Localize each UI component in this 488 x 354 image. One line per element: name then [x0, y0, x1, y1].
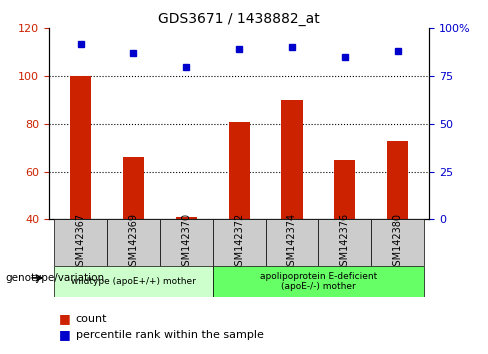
FancyBboxPatch shape — [54, 219, 107, 266]
Text: GSM142376: GSM142376 — [340, 213, 350, 272]
Bar — [70, 76, 91, 219]
Bar — [176, 217, 197, 219]
Text: wildtype (apoE+/+) mother: wildtype (apoE+/+) mother — [71, 277, 196, 286]
Bar — [387, 141, 408, 219]
Text: ■: ■ — [59, 312, 70, 325]
FancyBboxPatch shape — [265, 219, 319, 266]
FancyBboxPatch shape — [371, 219, 424, 266]
Text: GSM142380: GSM142380 — [393, 213, 403, 272]
Title: GDS3671 / 1438882_at: GDS3671 / 1438882_at — [158, 12, 320, 26]
FancyBboxPatch shape — [319, 219, 371, 266]
FancyBboxPatch shape — [213, 266, 424, 297]
FancyBboxPatch shape — [213, 219, 265, 266]
Text: GSM142367: GSM142367 — [76, 213, 85, 272]
Bar — [228, 121, 250, 219]
Text: ■: ■ — [59, 328, 70, 341]
Bar — [282, 100, 303, 219]
Text: count: count — [76, 314, 107, 324]
Text: GSM142372: GSM142372 — [234, 213, 244, 272]
FancyBboxPatch shape — [160, 219, 213, 266]
Bar — [334, 160, 355, 219]
Text: GSM142370: GSM142370 — [181, 213, 191, 272]
Text: GSM142369: GSM142369 — [128, 213, 139, 272]
Bar — [123, 157, 144, 219]
Text: apolipoprotein E-deficient
(apoE-/-) mother: apolipoprotein E-deficient (apoE-/-) mot… — [260, 272, 377, 291]
Text: percentile rank within the sample: percentile rank within the sample — [76, 330, 264, 340]
FancyBboxPatch shape — [107, 219, 160, 266]
Text: genotype/variation: genotype/variation — [5, 273, 104, 283]
FancyBboxPatch shape — [54, 266, 213, 297]
Text: GSM142374: GSM142374 — [287, 213, 297, 272]
